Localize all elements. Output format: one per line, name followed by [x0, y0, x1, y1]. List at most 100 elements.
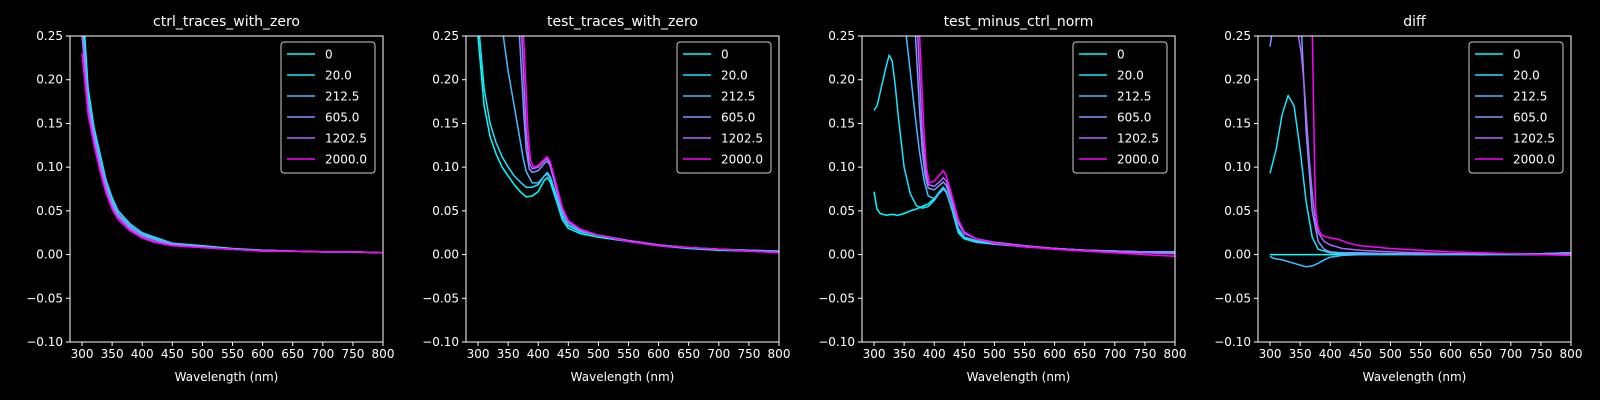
legend-label: 605.0 [1513, 111, 1547, 125]
axes-frame [861, 35, 1176, 343]
legend-label: 212.5 [1513, 90, 1547, 104]
legend: 0 20.0 212.5 605.0 1202.5 2000.0 [1072, 41, 1168, 174]
x-tick-label: 700 [1499, 347, 1522, 361]
legend-label: 1202.5 [1117, 132, 1159, 146]
x-tick-label: 750 [1133, 347, 1156, 361]
x-tick-label: 600 [1043, 347, 1066, 361]
y-tick-label: 0.15 [1224, 116, 1251, 130]
y-tick-label: 0.15 [828, 116, 855, 130]
series-line-2000-0 [522, 36, 779, 254]
y-tick-label: −0.10 [1214, 335, 1251, 349]
series-line-2000-0 [918, 36, 1175, 258]
legend-label: 2000.0 [1513, 153, 1555, 167]
series-line-2000-0 [1311, 36, 1571, 257]
y-tick-label: 0.05 [1224, 204, 1251, 218]
legend-label: 0 [721, 48, 729, 62]
x-tick-label: 550 [1409, 347, 1432, 361]
legend-label: 605.0 [721, 111, 755, 125]
x-tick-label: 750 [1529, 347, 1552, 361]
x-tick-label: 700 [1103, 347, 1126, 361]
chart-title: diff [1403, 14, 1426, 30]
y-tick-label: −0.10 [26, 335, 63, 349]
legend-label: 2000.0 [1117, 153, 1159, 167]
x-tick-label: 650 [677, 347, 700, 361]
x-tick-label: 750 [737, 347, 760, 361]
legend-label: 1202.5 [325, 132, 367, 146]
y-tick-label: 0.00 [828, 248, 855, 262]
x-tick-label: 550 [1013, 347, 1036, 361]
legend-label: 20.0 [1117, 69, 1144, 83]
y-tick-label: 0.20 [432, 73, 459, 87]
x-tick-label: 500 [983, 347, 1006, 361]
x-tick-label: 650 [1073, 347, 1096, 361]
x-tick-label: 450 [557, 347, 580, 361]
series-line-1202-5 [1297, 36, 1571, 256]
series-line-2000-0 [81, 53, 383, 254]
y-tick-label: 0.25 [828, 29, 855, 43]
y-tick-label: −0.10 [422, 335, 459, 349]
x-axis-label: Wavelength (nm) [1363, 370, 1467, 384]
plot-area [1269, 36, 1571, 268]
y-tick-label: 0.25 [432, 29, 459, 43]
legend-label: 2000.0 [325, 153, 367, 167]
chart-panel-4: 300 350 400 450 500 550 600 650 700 750 800 −0.10 −0… [1214, 14, 1582, 384]
legend-label: 0 [1513, 48, 1521, 62]
y-tick-label: 0.25 [1224, 29, 1251, 43]
x-tick-label: 800 [1164, 347, 1187, 361]
x-axis-label: Wavelength (nm) [175, 370, 279, 384]
x-tick-label: 650 [1469, 347, 1492, 361]
x-tick-label: 500 [191, 347, 214, 361]
x-tick-label: 500 [1379, 347, 1402, 361]
x-tick-label: 800 [768, 347, 791, 361]
legend-label: 0 [325, 48, 333, 62]
y-tick-label: 0.10 [36, 160, 63, 174]
y-tick-label: 0.15 [36, 116, 63, 130]
x-tick-label: 500 [587, 347, 610, 361]
legend: 0 20.0 212.5 605.0 1202.5 2000.0 [1468, 41, 1564, 174]
y-tick-label: 0.20 [36, 73, 63, 87]
legend-label: 605.0 [1117, 111, 1151, 125]
plot-area [81, 36, 383, 254]
chart-panel-3: 300 350 400 450 500 550 600 650 700 750 800 −0.10 −0… [818, 14, 1186, 384]
y-tick-label: 0.00 [432, 248, 459, 262]
x-tick-label: 800 [372, 347, 395, 361]
series-line-20-0 [1269, 94, 1571, 256]
y-tick-label: −0.05 [818, 291, 855, 305]
chart-panel-1: 300 350 400 450 500 550 600 650 700 750 800 −0.10 −0… [26, 14, 395, 384]
x-tick-label: 300 [71, 347, 94, 361]
x-tick-label: 350 [893, 347, 916, 361]
x-axis-label: Wavelength (nm) [967, 370, 1071, 384]
x-axis-label: Wavelength (nm) [571, 370, 675, 384]
axes-frame [1257, 35, 1572, 343]
x-tick-label: 300 [863, 347, 886, 361]
x-tick-label: 450 [953, 347, 976, 361]
legend: 0 20.0 212.5 605.0 1202.5 2000.0 [676, 41, 772, 174]
y-tick-label: 0.20 [828, 73, 855, 87]
x-tick-label: 300 [467, 347, 490, 361]
y-tick-label: −0.05 [422, 291, 459, 305]
x-tick-label: 600 [251, 347, 274, 361]
legend-label: 212.5 [325, 90, 359, 104]
x-tick-label: 600 [1439, 347, 1462, 361]
x-tick-label: 600 [647, 347, 670, 361]
x-tick-label: 450 [161, 347, 184, 361]
y-tick-label: 0.00 [36, 248, 63, 262]
x-tick-label: 550 [221, 347, 244, 361]
x-tick-label: 400 [1319, 347, 1342, 361]
x-tick-label: 400 [131, 347, 154, 361]
x-tick-label: 550 [617, 347, 640, 361]
y-tick-label: −0.10 [818, 335, 855, 349]
legend-label: 212.5 [1117, 90, 1151, 104]
x-tick-label: 750 [341, 347, 364, 361]
chart-panel-2: 300 350 400 450 500 550 600 650 700 750 800 −0.10 −0… [422, 14, 790, 384]
legend-label: 212.5 [721, 90, 755, 104]
x-tick-label: 650 [281, 347, 304, 361]
legend-label: 605.0 [325, 111, 359, 125]
y-tick-label: 0.10 [432, 160, 459, 174]
y-tick-label: 0.10 [828, 160, 855, 174]
legend-label: 1202.5 [1513, 132, 1555, 146]
legend-label: 2000.0 [721, 153, 763, 167]
chart-title: test_minus_ctrl_norm [944, 14, 1094, 30]
y-tick-label: 0.15 [432, 116, 459, 130]
